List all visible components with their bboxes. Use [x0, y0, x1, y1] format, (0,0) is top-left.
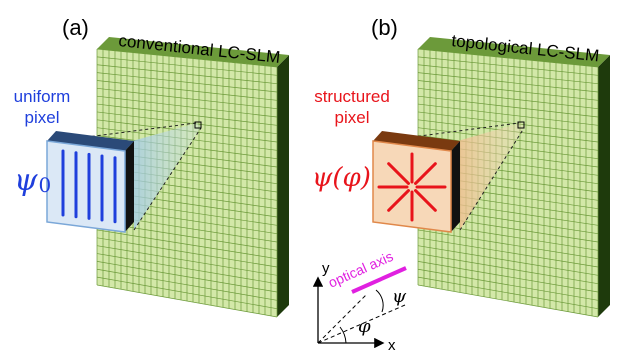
pixel-b-projection	[451, 123, 524, 230]
pixel-b-radial-lines	[377, 152, 447, 222]
pixel-b-spoke	[387, 189, 410, 212]
pixel-b-spoke	[414, 162, 437, 185]
phi-label: φ	[358, 316, 371, 337]
selected-pixel-a-marker	[194, 121, 202, 129]
rotated-axis-line	[317, 294, 367, 344]
panel-b-tag: (b)	[371, 15, 398, 40]
pixel-b-label-line1: structured	[314, 87, 390, 106]
phi-arc	[339, 326, 347, 344]
x-axis-label: x	[388, 337, 396, 352]
panel-a: (a) conventional LC-SLM uniform pixel ψ0	[14, 15, 289, 318]
slm-b-side-face	[598, 55, 610, 317]
grid-line-horizontal	[417, 253, 599, 285]
grid-line-horizontal	[417, 276, 599, 310]
panel-a-tag: (a)	[62, 15, 89, 40]
pixel-b-label-line2: pixel	[335, 108, 370, 127]
pixel-b-spoke	[387, 162, 410, 185]
slm-a-side-face	[277, 55, 289, 317]
psi-subscript: 0	[39, 173, 52, 197]
pixel-a-top	[47, 131, 134, 151]
projection-b-dashed-bottom	[459, 127, 525, 231]
grid-line-horizontal	[417, 245, 599, 276]
grid-line-horizontal	[96, 284, 278, 318]
projection-a-dashed-bottom	[133, 127, 202, 231]
pixel-b-top	[373, 131, 460, 151]
y-axis-label: y	[322, 260, 330, 277]
pixel-a-label-line2: pixel	[25, 108, 60, 127]
psi-phi-symbol: ψ(φ)	[312, 163, 371, 193]
pixel-a-projection	[125, 123, 201, 230]
psi-symbol: ψ	[14, 163, 38, 198]
slm-a-top-face	[97, 37, 289, 67]
pixel-b-spoke	[414, 189, 437, 212]
pixel-a-uniform-lines	[61, 149, 117, 224]
grid-line-horizontal	[96, 245, 278, 276]
grid-line-horizontal	[96, 268, 278, 301]
grid-line-horizontal	[96, 253, 278, 285]
structured-pixel-enlarged	[372, 131, 460, 233]
optical-axis-line	[351, 266, 407, 294]
selected-pixel-b-marker	[517, 121, 525, 129]
optical-axis-label: optical axis	[326, 248, 396, 291]
pixel-b-side	[451, 141, 460, 232]
slm-b-top-face	[418, 37, 610, 67]
pixel-a-side	[125, 141, 134, 232]
uniform-pixel-enlarged	[46, 131, 134, 233]
pixel-a-face	[46, 140, 126, 233]
psi-label: ψ	[392, 286, 407, 307]
grid-line-horizontal	[96, 261, 278, 293]
reference-dashed-line	[317, 304, 406, 344]
pixel-b-face	[372, 140, 452, 233]
grid-line-horizontal	[417, 284, 599, 318]
grid-line-horizontal	[417, 261, 599, 293]
grid-line-horizontal	[417, 268, 599, 301]
projection-b-dashed-top	[381, 122, 520, 142]
panel-b: (b) topological LC-SLM structured pixel …	[312, 15, 610, 318]
grid-line-horizontal	[96, 276, 278, 310]
psi-arc	[375, 289, 384, 313]
psi-zero-symbol: ψ0	[14, 163, 51, 198]
pixel-a-label-line1: uniform	[14, 87, 71, 106]
axes-inset: y x optical axis φ ψ	[312, 248, 407, 352]
